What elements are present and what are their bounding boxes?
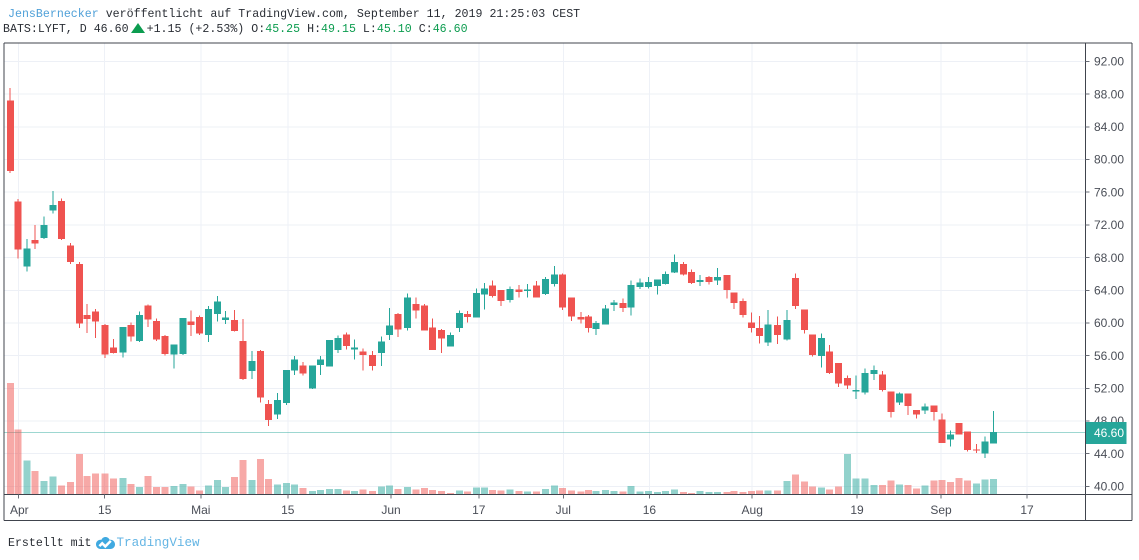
svg-text:Mai: Mai <box>191 503 210 517</box>
svg-text:Jul: Jul <box>556 503 571 517</box>
svg-text:60.00: 60.00 <box>1094 316 1124 330</box>
svg-text:64.00: 64.00 <box>1094 284 1124 298</box>
svg-text:52.00: 52.00 <box>1094 382 1124 396</box>
svg-text:40.00: 40.00 <box>1094 480 1124 494</box>
svg-text:88.00: 88.00 <box>1094 87 1124 101</box>
svg-text:Aug: Aug <box>742 503 763 517</box>
svg-text:68.00: 68.00 <box>1094 251 1124 265</box>
svg-text:92.00: 92.00 <box>1094 55 1124 69</box>
svg-text:17: 17 <box>472 503 486 517</box>
svg-text:15: 15 <box>98 503 112 517</box>
svg-text:17: 17 <box>1020 503 1034 517</box>
svg-text:46.60: 46.60 <box>1094 426 1124 440</box>
svg-text:15: 15 <box>281 503 295 517</box>
svg-text:16: 16 <box>643 503 657 517</box>
svg-text:19: 19 <box>850 503 864 517</box>
svg-text:56.00: 56.00 <box>1094 349 1124 363</box>
svg-text:Apr: Apr <box>10 503 29 517</box>
svg-text:84.00: 84.00 <box>1094 120 1124 134</box>
svg-text:Sep: Sep <box>930 503 952 517</box>
svg-text:76.00: 76.00 <box>1094 185 1124 199</box>
svg-text:Jun: Jun <box>381 503 400 517</box>
svg-text:72.00: 72.00 <box>1094 218 1124 232</box>
svg-text:44.00: 44.00 <box>1094 447 1124 461</box>
svg-text:80.00: 80.00 <box>1094 153 1124 167</box>
